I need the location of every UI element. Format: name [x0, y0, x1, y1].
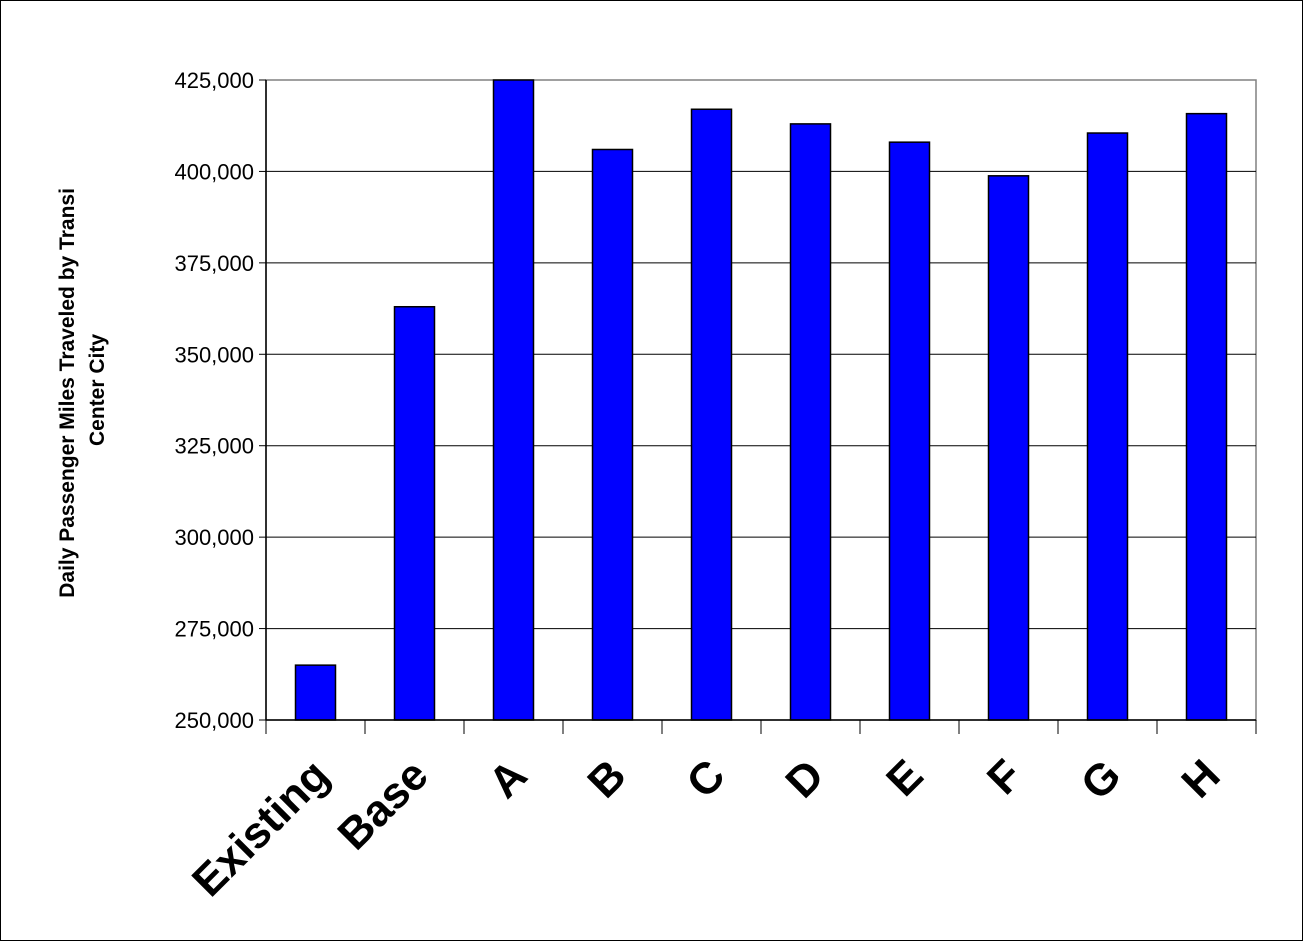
y-tick-label: 425,000 [174, 68, 254, 93]
y-tick-label: 250,000 [174, 708, 254, 733]
bar-g [1086, 132, 1129, 721]
bar-base [393, 305, 436, 721]
axes [265, 80, 1257, 734]
bar-f [987, 175, 1030, 721]
bar-h [1185, 112, 1228, 721]
y-axis-tick-labels: 250,000 275,000 300,000 325,000 350,000 375,0… [174, 68, 266, 733]
bar-e [888, 141, 931, 721]
bar-a [492, 79, 535, 721]
y-tick-label: 300,000 [174, 525, 254, 550]
bars [294, 79, 1228, 721]
y-axis-label: Daily Passenger Miles Traveled by Transi… [56, 182, 109, 598]
y-tick-label: 375,000 [174, 251, 254, 276]
y-tick-label: 325,000 [174, 434, 254, 459]
y-axis-label-line-2: Center City [86, 334, 109, 446]
bar-c [690, 108, 733, 721]
y-axis-label-line-1: Daily Passenger Miles Traveled by Transi [56, 188, 79, 598]
bar-b [591, 148, 634, 721]
y-tick-label: 350,000 [174, 342, 254, 367]
bar-existing [294, 664, 337, 721]
y-tick-label: 275,000 [174, 617, 254, 642]
bar-d [789, 123, 832, 721]
y-tick-label: 400,000 [174, 159, 254, 184]
